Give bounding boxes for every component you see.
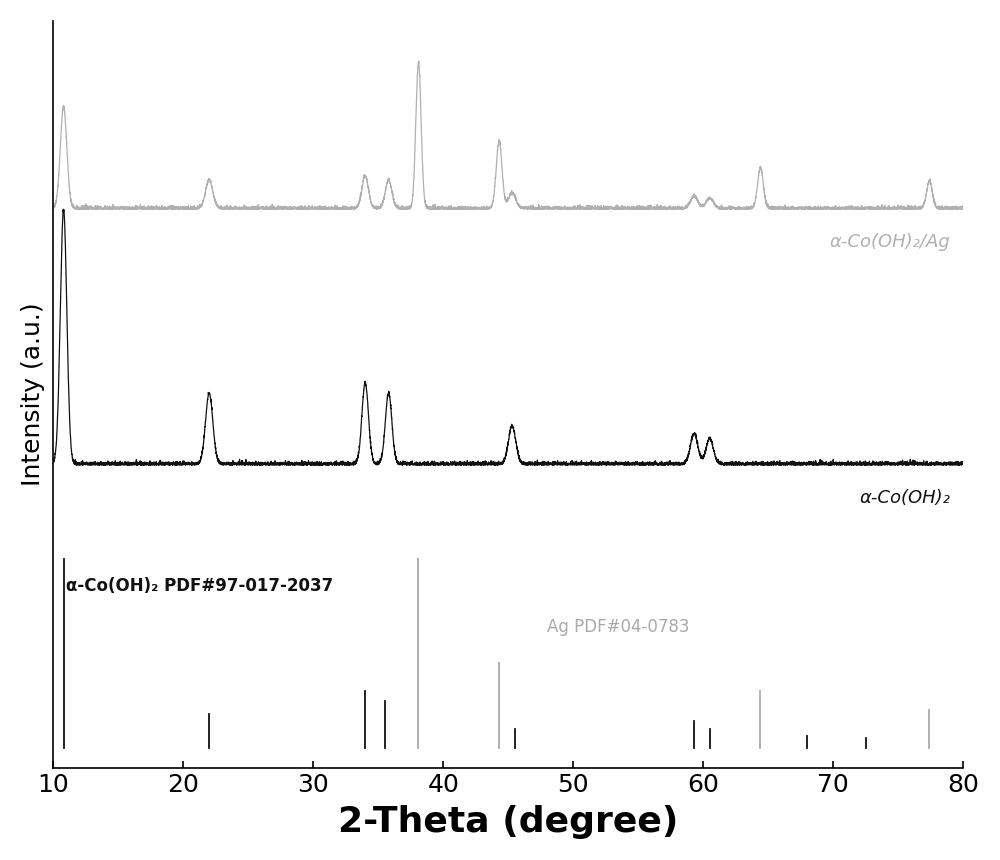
Y-axis label: Intensity (a.u.): Intensity (a.u.) <box>21 303 45 486</box>
Text: Ag PDF#04-0783: Ag PDF#04-0783 <box>547 617 690 636</box>
Text: α-Co(OH)₂: α-Co(OH)₂ <box>859 488 950 507</box>
X-axis label: 2-Theta (degree): 2-Theta (degree) <box>338 805 678 839</box>
Text: α-Co(OH)₂ PDF#97-017-2037: α-Co(OH)₂ PDF#97-017-2037 <box>66 577 333 595</box>
Text: α-Co(OH)₂/Ag: α-Co(OH)₂/Ag <box>829 233 950 251</box>
